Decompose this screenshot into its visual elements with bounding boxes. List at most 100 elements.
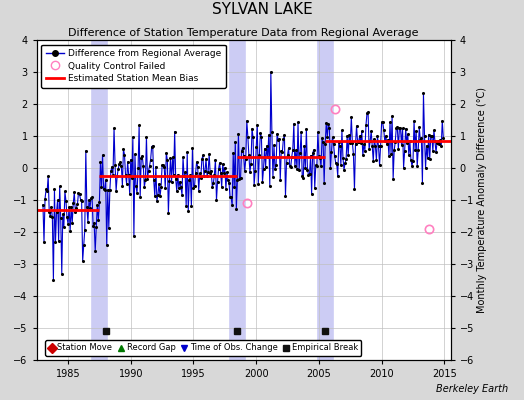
- Point: [332, 159, 340, 166]
- Point: [157, 184, 165, 190]
- Point: [247, 160, 255, 167]
- Point: [305, 171, 314, 178]
- Point: [243, 118, 251, 124]
- Point: [137, 155, 145, 162]
- Point: [125, 172, 133, 178]
- Point: [121, 152, 129, 158]
- Point: [421, 165, 430, 171]
- Point: [128, 175, 136, 181]
- Point: [118, 182, 127, 189]
- Point: [291, 163, 299, 170]
- Point: [199, 152, 207, 158]
- Point: [347, 114, 355, 120]
- Point: [235, 176, 244, 182]
- Point: [61, 188, 69, 195]
- Point: [357, 128, 366, 134]
- Point: [222, 185, 230, 192]
- Point: [80, 242, 88, 249]
- Point: [130, 233, 138, 239]
- Point: [293, 166, 301, 172]
- Point: [135, 122, 144, 129]
- Point: [299, 175, 308, 182]
- Point: [241, 168, 249, 174]
- Point: [319, 139, 328, 145]
- Point: [117, 163, 126, 170]
- Point: [50, 186, 59, 192]
- Point: [151, 163, 160, 170]
- Point: [333, 160, 341, 167]
- Point: [145, 163, 154, 169]
- Point: [116, 159, 125, 166]
- Point: [123, 180, 131, 187]
- Point: [101, 186, 109, 193]
- Point: [133, 190, 141, 196]
- Point: [140, 184, 148, 190]
- Point: [49, 277, 58, 283]
- Text: SYLVAN LAKE: SYLVAN LAKE: [212, 2, 312, 17]
- Point: [346, 140, 354, 146]
- Point: [377, 119, 386, 125]
- Point: [432, 149, 440, 156]
- Point: [354, 138, 363, 145]
- Point: [227, 194, 235, 200]
- Point: [221, 164, 229, 171]
- Point: [410, 118, 418, 124]
- Point: [106, 187, 114, 193]
- Point: [134, 164, 143, 171]
- Point: [210, 172, 219, 178]
- Point: [65, 204, 73, 210]
- Point: [384, 136, 392, 143]
- Point: [267, 69, 275, 75]
- Point: [68, 220, 77, 226]
- Point: [234, 131, 243, 137]
- Point: [54, 238, 63, 244]
- Point: [127, 156, 135, 163]
- Point: [345, 132, 353, 138]
- Point: [91, 248, 100, 254]
- Point: [280, 132, 289, 138]
- Point: [273, 130, 281, 137]
- Point: [296, 150, 304, 156]
- Point: [396, 124, 405, 131]
- Point: [77, 196, 85, 203]
- Point: [381, 133, 390, 139]
- Point: [367, 128, 375, 134]
- Point: [239, 153, 248, 159]
- Point: [274, 137, 282, 143]
- Point: [107, 168, 115, 174]
- Point: [425, 156, 434, 162]
- Point: [256, 130, 265, 136]
- Point: [258, 179, 267, 185]
- Point: [378, 119, 387, 126]
- Point: [201, 168, 209, 174]
- Point: [217, 184, 226, 190]
- Point: [385, 153, 393, 159]
- Point: [402, 140, 411, 146]
- Point: [126, 191, 134, 198]
- Point: [252, 144, 260, 150]
- Point: [434, 138, 442, 145]
- Point: [261, 163, 270, 170]
- Point: [232, 206, 241, 212]
- Point: [408, 162, 416, 169]
- Point: [141, 177, 149, 183]
- Point: [102, 177, 110, 183]
- Point: [246, 169, 254, 175]
- Point: [328, 148, 336, 155]
- Point: [58, 270, 66, 277]
- Point: [209, 180, 217, 186]
- Point: [230, 184, 238, 190]
- Point: [435, 140, 443, 147]
- Point: [356, 140, 365, 146]
- Point: [290, 120, 298, 127]
- Point: [83, 204, 91, 210]
- Point: [185, 177, 193, 183]
- Point: [283, 152, 292, 158]
- Point: [150, 193, 159, 200]
- Point: [413, 163, 421, 170]
- Point: [155, 181, 163, 187]
- Point: [62, 198, 70, 204]
- Point: [188, 144, 196, 151]
- Point: [195, 170, 204, 177]
- Point: [272, 162, 280, 168]
